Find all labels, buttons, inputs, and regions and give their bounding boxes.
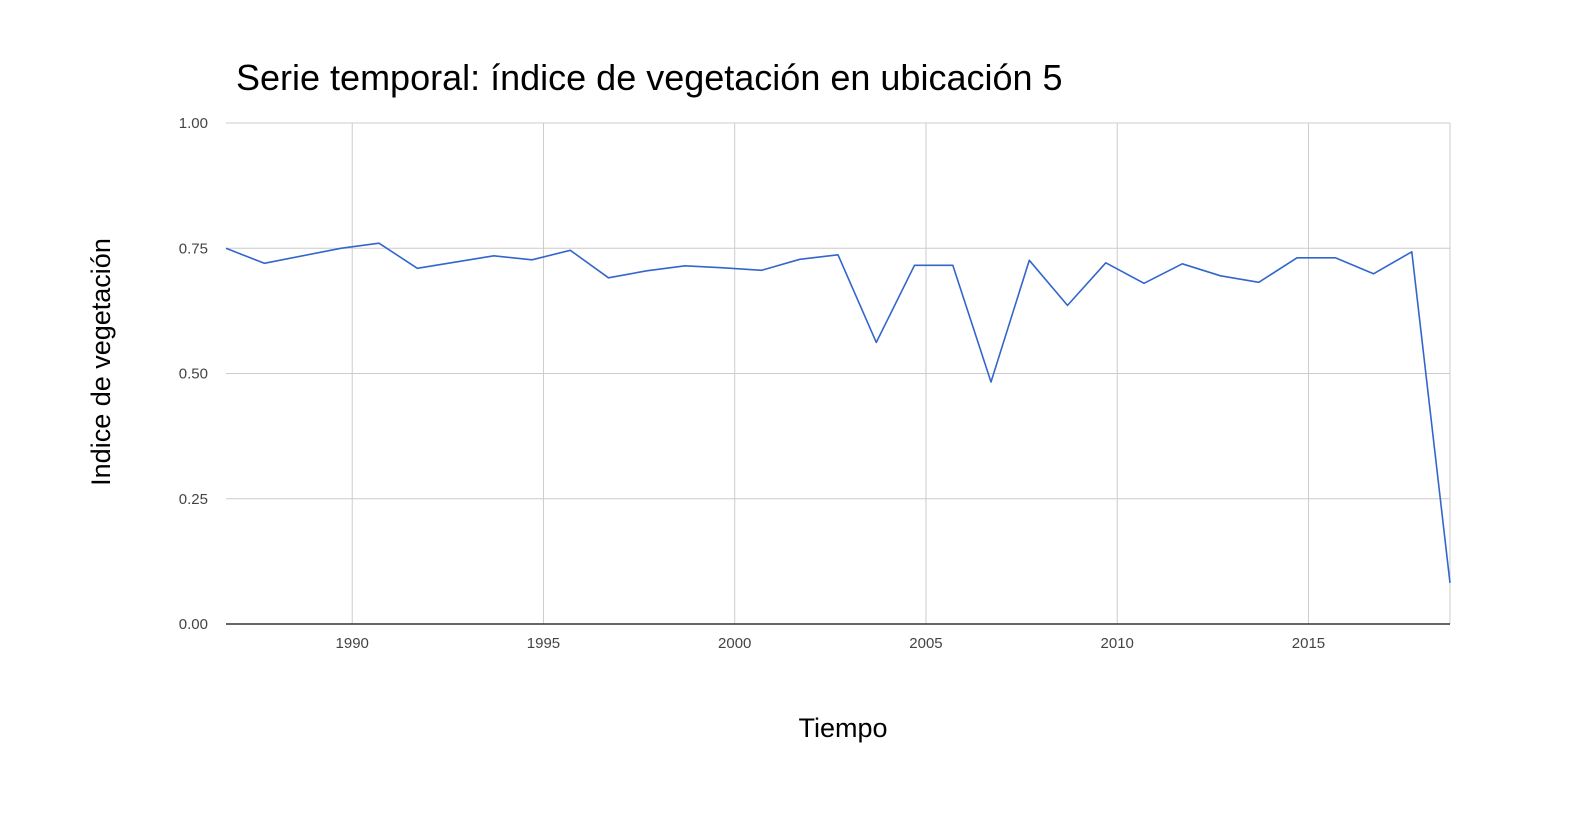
series-layer	[225, 242, 1451, 583]
x-tick-label: 2005	[909, 635, 942, 652]
grid	[226, 122, 1451, 625]
y-tick-label: 0.50	[179, 366, 208, 383]
tick-labels: 0.00 0.25 0.50 0.75 1.00 1990 1995 2000 2005 2010…	[179, 115, 1325, 652]
y-tick-label: 1.00	[179, 115, 208, 132]
x-tick-label: 1990	[336, 635, 369, 652]
y-tick-label: 0.25	[179, 491, 208, 508]
y-tick-label: 0.00	[179, 616, 208, 633]
x-axis-title: Tiempo	[798, 713, 887, 743]
x-tick-label: 2000	[718, 635, 751, 652]
x-tick-label: 1995	[527, 635, 560, 652]
series-line	[225, 242, 1451, 583]
x-tick-label: 2010	[1101, 635, 1134, 652]
y-axis-title: Indice de vegetación	[86, 238, 116, 486]
chart-title: Serie temporal: índice de vegetación en …	[236, 57, 1063, 98]
y-tick-label: 0.75	[179, 240, 208, 257]
x-tick-label: 2015	[1292, 635, 1325, 652]
